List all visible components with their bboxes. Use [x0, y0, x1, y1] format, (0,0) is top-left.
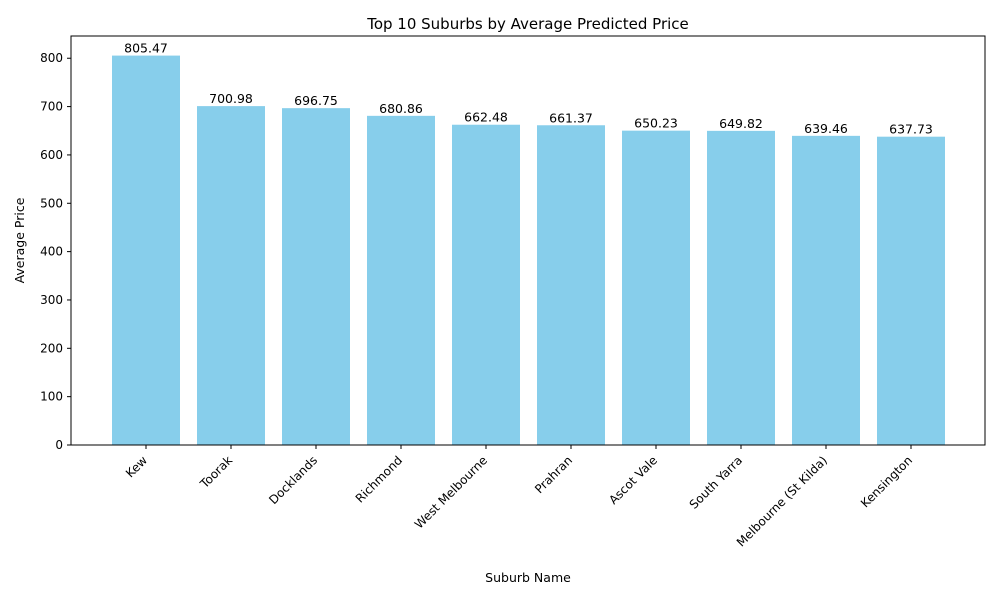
data-label-1: 700.98: [209, 91, 253, 106]
x-tick-label-3: Richmond: [353, 453, 405, 505]
y-axis: 0 100 200 300 400 500 600 700 800: [40, 51, 71, 452]
y-tick-label-8: 800: [40, 51, 63, 65]
x-tick-label-5: Prahran: [532, 453, 575, 496]
bar-8: [792, 135, 860, 445]
bar-6: [622, 130, 690, 445]
chart-title: Top 10 Suburbs by Average Predicted Pric…: [366, 15, 689, 33]
y-tick-label-1: 100: [40, 390, 63, 404]
bar-3: [367, 115, 435, 445]
y-tick-label-0: 0: [55, 438, 63, 452]
data-label-7: 649.82: [719, 116, 763, 131]
plot-frame: [70, 35, 986, 446]
bar-7: [707, 130, 775, 446]
bar-5: [537, 125, 605, 446]
bar-2: [282, 108, 350, 445]
data-label-8: 639.46: [804, 121, 848, 136]
x-axis-label: Suburb Name: [485, 570, 571, 585]
data-label-6: 650.23: [634, 116, 678, 131]
data-label-0: 805.47: [124, 41, 168, 56]
data-label-9: 637.73: [889, 122, 933, 137]
data-label-2: 696.75: [294, 93, 338, 108]
y-tick-label-2: 200: [40, 341, 63, 355]
x-tick-label-4: West Melbourne: [412, 453, 490, 531]
data-label-3: 680.86: [379, 101, 423, 116]
x-tick-label-0: Kew: [123, 453, 150, 480]
bar-1: [197, 106, 265, 446]
y-axis-label: Average Price: [12, 197, 27, 283]
x-tick-label-1: Toorak: [197, 453, 235, 491]
y-tick-label-7: 700: [40, 100, 63, 114]
bars-layer: [112, 55, 945, 446]
y-tick-label-4: 400: [40, 245, 63, 259]
y-tick-label-5: 500: [40, 196, 63, 210]
bar-0: [112, 55, 180, 445]
data-labels-layer: 805.47 700.98 696.75 680.86 662.48 661.37 650.…: [124, 41, 933, 137]
y-tick-label-3: 300: [40, 293, 63, 307]
x-tick-label-2: Docklands: [266, 453, 320, 507]
data-label-5: 661.37: [549, 110, 593, 125]
x-tick-label-6: Ascot Vale: [606, 453, 660, 507]
x-tick-label-9: Kensington: [858, 453, 915, 510]
x-axis: Kew Toorak Docklands Richmond West Melbourne…: [123, 445, 915, 550]
data-label-4: 662.48: [464, 110, 508, 125]
x-tick-label-7: South Yarra: [687, 453, 746, 512]
y-tick-label-6: 600: [40, 148, 63, 162]
bar-9: [877, 136, 945, 445]
x-tick-label-8: Melbourne (St Kilda): [734, 453, 830, 549]
bar-4: [452, 124, 520, 445]
